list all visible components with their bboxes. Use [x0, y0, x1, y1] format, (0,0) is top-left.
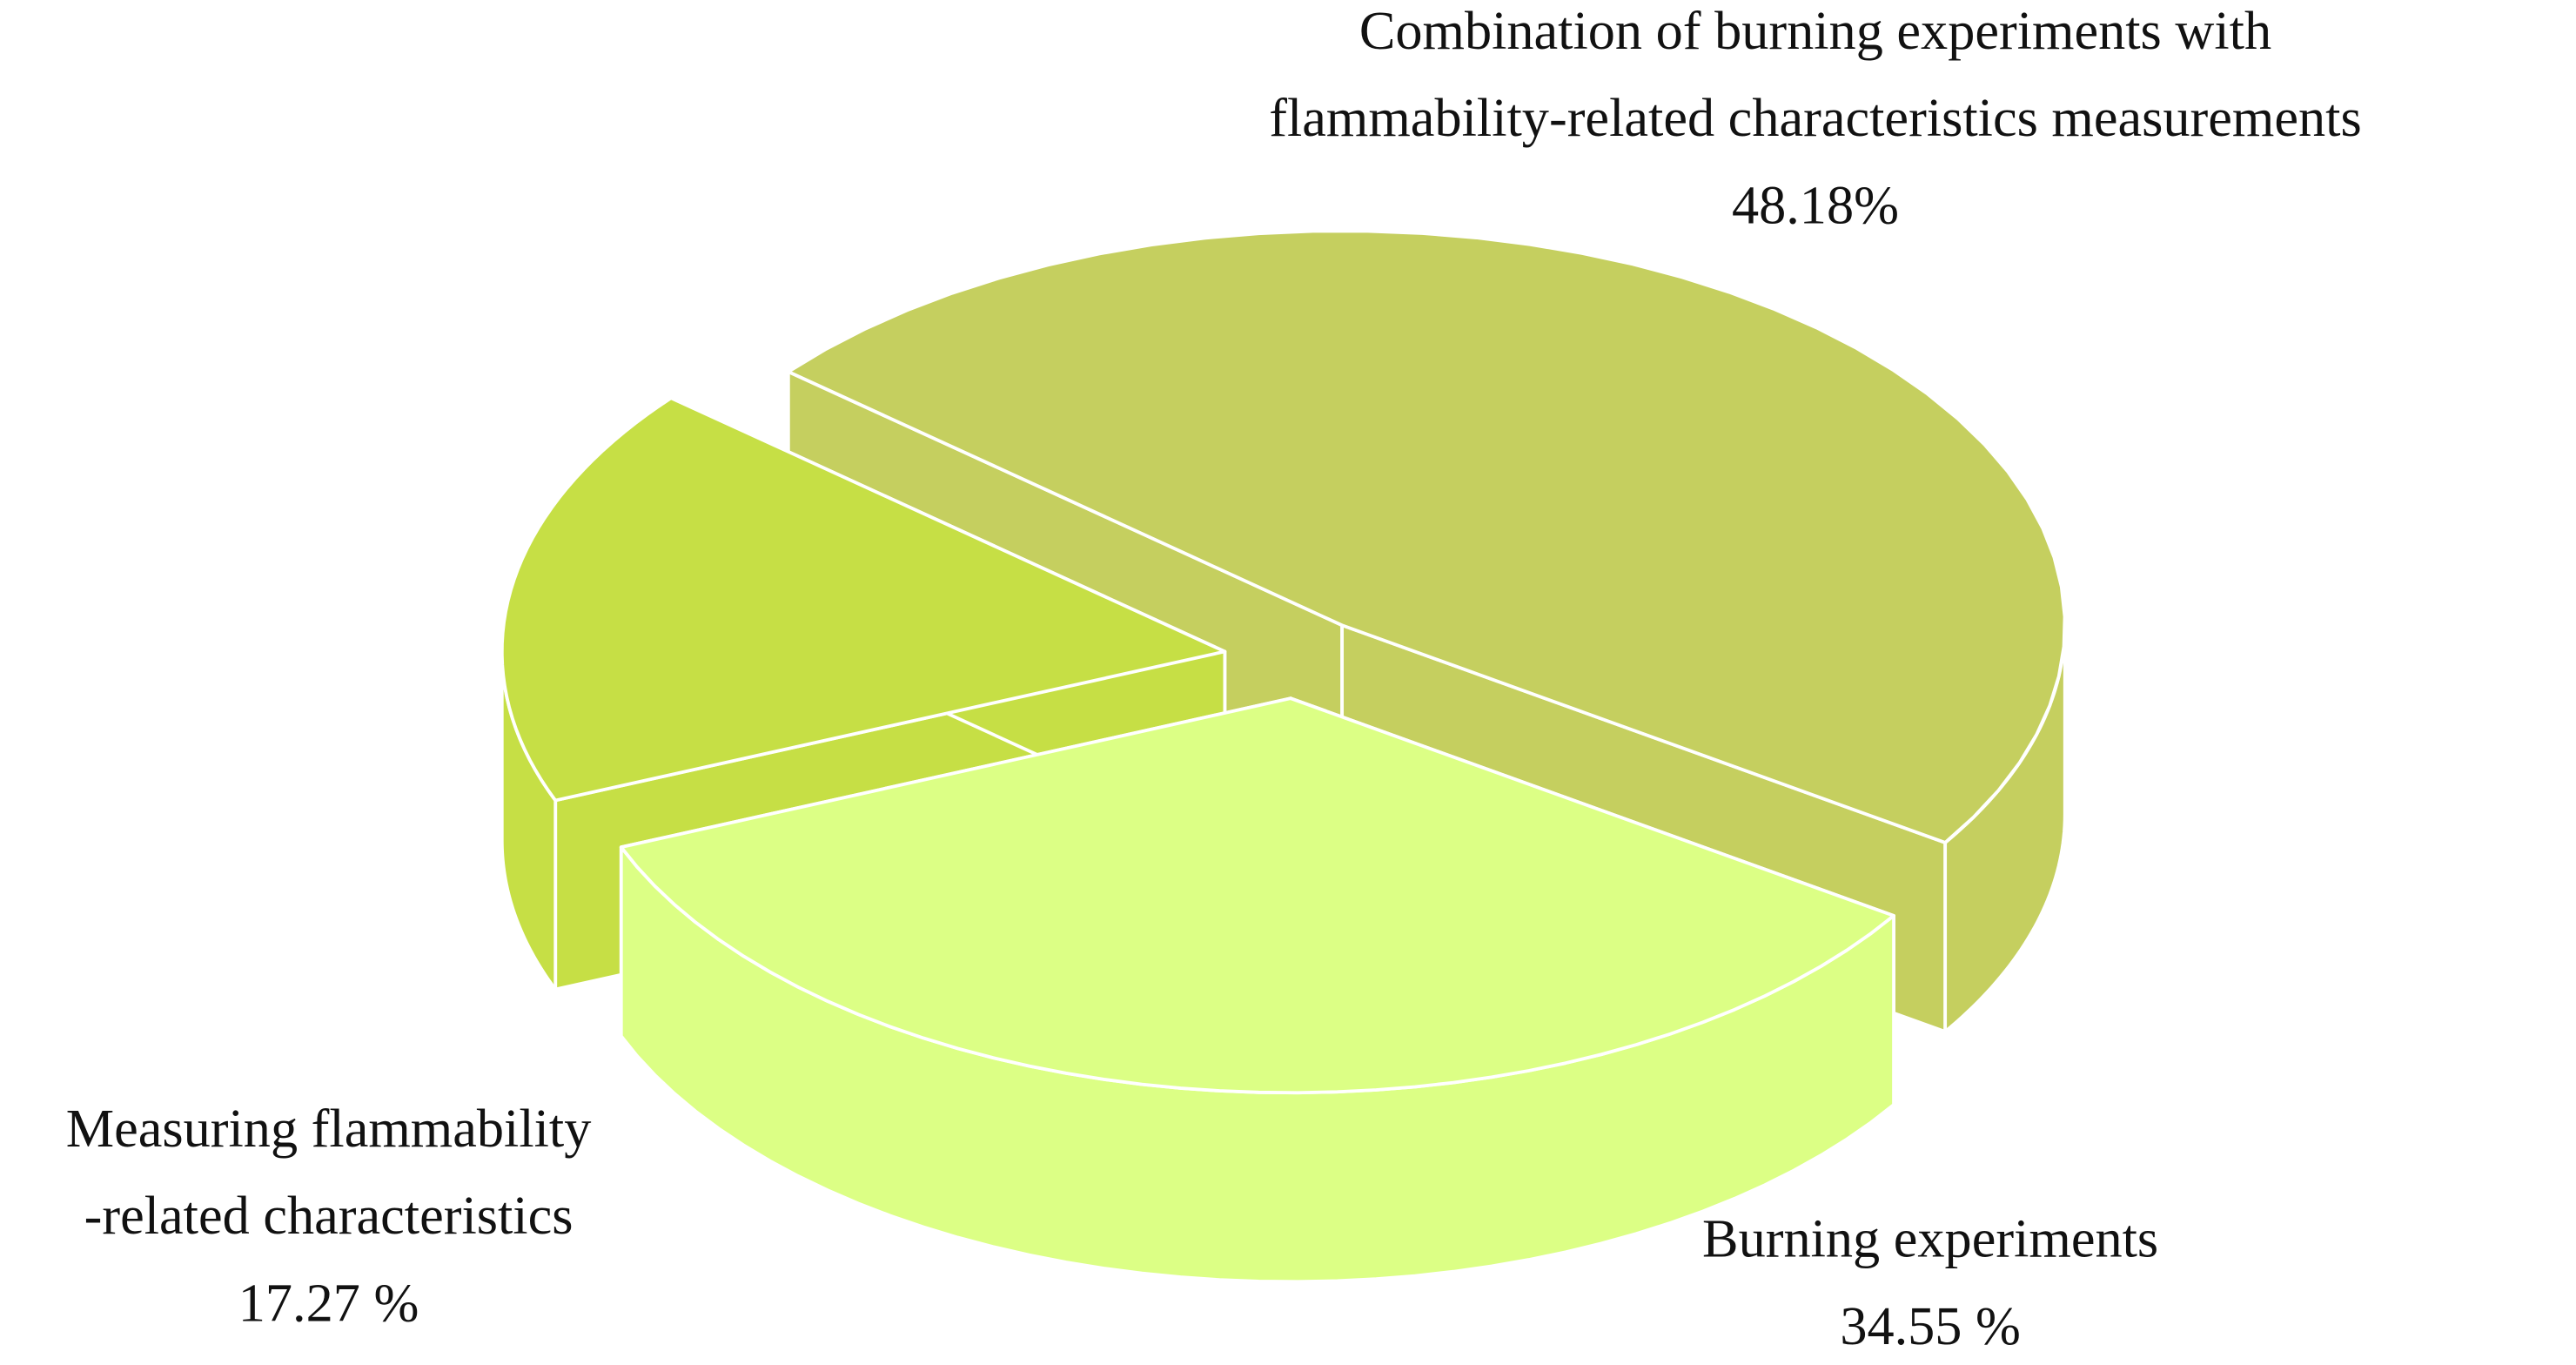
label-line: -related characteristics [84, 1186, 574, 1246]
slice [619, 696, 1895, 1095]
slice-label: Combination of burning experiments with f… [1269, 1, 2361, 148]
slice [786, 229, 2067, 844]
value-label: 34.55 % [1840, 1296, 2021, 1356]
label-line: Burning experiments [1702, 1209, 2158, 1269]
label-line: flammability-related characteristics mea… [1269, 88, 2361, 148]
value-label: 17.27 % [238, 1274, 419, 1334]
label-line: Measuring flammability [66, 1099, 592, 1159]
slice-label: Measuring flammability -related character… [66, 1099, 592, 1246]
slice [500, 396, 1227, 803]
label-line: Combination of burning experiments with [1359, 1, 2271, 61]
slice-label: Burning experiments [1702, 1209, 2158, 1269]
value-label: 48.18% [1732, 176, 1899, 236]
